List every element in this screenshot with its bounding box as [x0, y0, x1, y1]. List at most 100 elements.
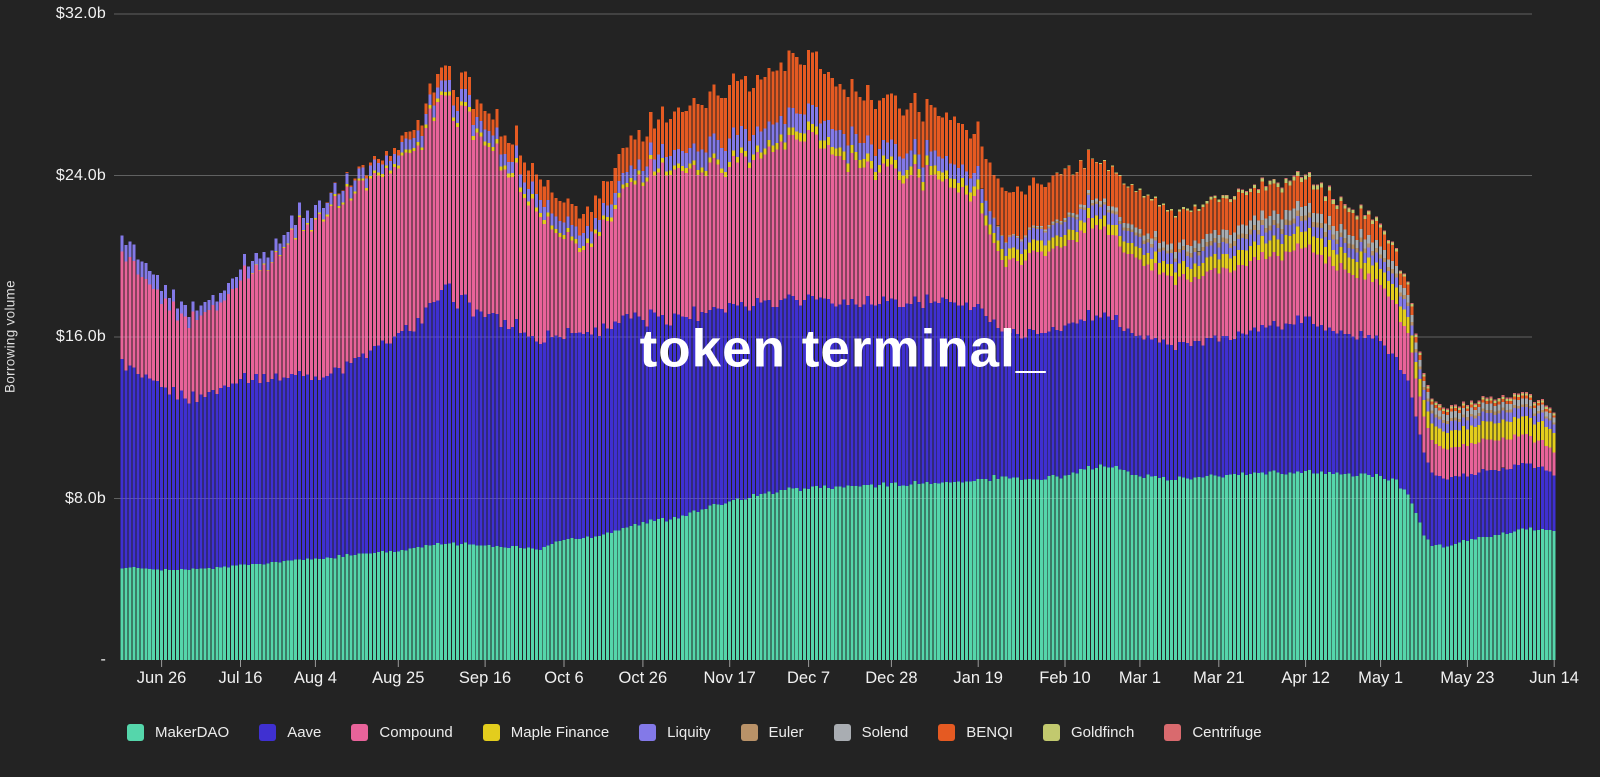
- bar-day-190[interactable]: [870, 99, 874, 660]
- bar-day-25[interactable]: [219, 293, 223, 660]
- bar-day-329[interactable]: [1418, 351, 1422, 660]
- bar-day-143[interactable]: [684, 111, 688, 660]
- bar-day-309[interactable]: [1339, 196, 1343, 660]
- bar-day-198[interactable]: [901, 115, 905, 660]
- bar-day-50[interactable]: [317, 200, 321, 660]
- bar-day-282[interactable]: [1233, 195, 1237, 660]
- bar-day-205[interactable]: [929, 105, 933, 660]
- bar-day-280[interactable]: [1225, 195, 1229, 660]
- bar-day-57[interactable]: [345, 171, 349, 660]
- bar-day-5[interactable]: [140, 261, 144, 660]
- bar-day-241[interactable]: [1071, 174, 1075, 660]
- bar-day-306[interactable]: [1327, 185, 1331, 660]
- bar-day-296[interactable]: [1288, 180, 1292, 661]
- bar-day-119[interactable]: [590, 212, 594, 660]
- bar-day-336[interactable]: [1446, 408, 1450, 660]
- bar-day-106[interactable]: [538, 179, 542, 660]
- bar-day-222[interactable]: [996, 178, 1000, 660]
- bar-day-294[interactable]: [1280, 187, 1284, 660]
- bar-day-310[interactable]: [1343, 204, 1347, 660]
- bar-day-208[interactable]: [941, 117, 945, 660]
- bar-day-228[interactable]: [1020, 191, 1024, 660]
- bar-day-351[interactable]: [1505, 397, 1509, 660]
- bar-day-127[interactable]: [621, 148, 625, 660]
- bar-day-70[interactable]: [396, 149, 400, 660]
- bar-day-206[interactable]: [933, 107, 937, 660]
- bar-day-151[interactable]: [716, 95, 720, 660]
- bar-day-54[interactable]: [333, 182, 337, 660]
- bar-day-170[interactable]: [791, 52, 795, 660]
- bar-day-104[interactable]: [530, 162, 534, 660]
- bar-day-220[interactable]: [988, 162, 992, 660]
- bar-day-345[interactable]: [1481, 395, 1485, 660]
- bar-day-212[interactable]: [956, 122, 960, 660]
- bar-day-171[interactable]: [795, 56, 799, 660]
- legend-item-goldfinch[interactable]: Goldfinch: [1042, 724, 1134, 741]
- bar-day-243[interactable]: [1079, 159, 1083, 660]
- bar-day-78[interactable]: [428, 83, 432, 660]
- bar-day-129[interactable]: [629, 135, 633, 660]
- bar-day-298[interactable]: [1296, 170, 1300, 660]
- bar-day-264[interactable]: [1162, 203, 1166, 660]
- bar-day-74[interactable]: [412, 129, 416, 660]
- plot-area[interactable]: [0, 0, 1600, 700]
- bar-day-236[interactable]: [1051, 175, 1055, 660]
- bar-day-308[interactable]: [1335, 204, 1339, 660]
- bar-day-140[interactable]: [672, 111, 676, 660]
- bar-day-181[interactable]: [834, 86, 838, 660]
- bar-day-192[interactable]: [878, 100, 882, 660]
- bar-day-126[interactable]: [617, 154, 621, 660]
- bar-day-283[interactable]: [1237, 188, 1241, 660]
- legend-item-maple-finance[interactable]: Maple Finance: [482, 724, 609, 741]
- bar-day-340[interactable]: [1461, 401, 1465, 660]
- bar-day-355[interactable]: [1521, 391, 1525, 660]
- bar-day-159[interactable]: [747, 91, 751, 660]
- bar-day-51[interactable]: [321, 207, 325, 660]
- bar-day-274[interactable]: [1201, 204, 1205, 660]
- bar-day-16[interactable]: [183, 304, 187, 660]
- bar-day-199[interactable]: [905, 109, 909, 660]
- bar-day-175[interactable]: [810, 52, 815, 660]
- bar-day-318[interactable]: [1375, 216, 1379, 660]
- bar-day-92[interactable]: [483, 110, 487, 660]
- bar-day-48[interactable]: [309, 218, 314, 660]
- bar-day-26[interactable]: [223, 290, 227, 660]
- bar-day-142[interactable]: [680, 112, 684, 660]
- bar-day-11[interactable]: [164, 284, 168, 660]
- bar-day-31[interactable]: [242, 254, 246, 660]
- bar-day-62[interactable]: [365, 175, 369, 660]
- bar-day-61[interactable]: [361, 165, 365, 660]
- bar-day-360[interactable]: [1540, 399, 1544, 660]
- bar-day-100[interactable]: [515, 125, 519, 660]
- bar-day-166[interactable]: [775, 70, 779, 660]
- bar-day-261[interactable]: [1150, 198, 1154, 660]
- bar-day-230[interactable]: [1027, 185, 1031, 661]
- bar-day-10[interactable]: [160, 290, 164, 660]
- bar-day-237[interactable]: [1055, 172, 1059, 661]
- bar-day-118[interactable]: [586, 206, 590, 660]
- bar-day-77[interactable]: [424, 103, 428, 660]
- bar-day-331[interactable]: [1426, 384, 1430, 660]
- bar-day-260[interactable]: [1146, 194, 1150, 660]
- bar-day-307[interactable]: [1331, 199, 1335, 660]
- bar-day-286[interactable]: [1248, 188, 1252, 660]
- legend-item-makerdao[interactable]: MakerDAO: [127, 724, 229, 741]
- bar-day-8[interactable]: [152, 274, 156, 660]
- bar-day-60[interactable]: [357, 166, 361, 660]
- bar-day-112[interactable]: [562, 202, 566, 660]
- bar-day-187[interactable]: [858, 97, 862, 660]
- bar-day-101[interactable]: [519, 155, 523, 660]
- bar-day-235[interactable]: [1047, 182, 1051, 660]
- bar-day-325[interactable]: [1402, 273, 1406, 660]
- bar-day-284[interactable]: [1240, 189, 1245, 660]
- bar-day-90[interactable]: [475, 99, 479, 660]
- bar-day-65[interactable]: [377, 158, 381, 660]
- bar-day-330[interactable]: [1422, 373, 1426, 660]
- bar-day-255[interactable]: [1126, 186, 1130, 660]
- bar-day-341[interactable]: [1465, 404, 1469, 660]
- bar-day-276[interactable]: [1209, 196, 1213, 660]
- bar-day-83[interactable]: [448, 66, 452, 660]
- bar-day-281[interactable]: [1229, 198, 1233, 660]
- bar-day-195[interactable]: [889, 93, 893, 660]
- bar-day-34[interactable]: [254, 253, 258, 660]
